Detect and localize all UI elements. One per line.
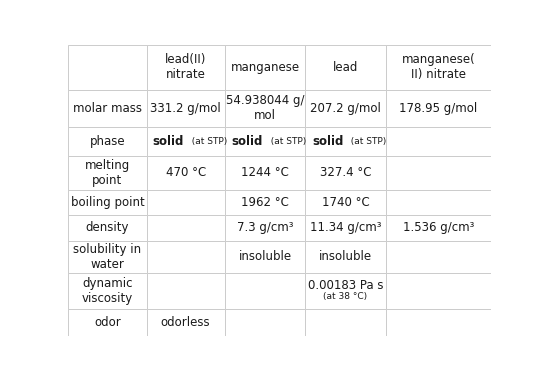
Bar	[305, 45, 385, 90]
Bar	[146, 156, 225, 190]
Text: 331.2 g/mol: 331.2 g/mol	[150, 102, 221, 115]
Bar	[225, 273, 305, 309]
Text: 1740 °C: 1740 °C	[322, 196, 369, 208]
Bar	[385, 241, 491, 273]
Text: lead(II)
nitrate: lead(II) nitrate	[165, 54, 206, 81]
Text: (at 38 °C): (at 38 °C)	[323, 292, 367, 300]
Text: insoluble: insoluble	[319, 250, 372, 263]
Text: 470 °C: 470 °C	[165, 166, 206, 179]
Text: (at STP): (at STP)	[186, 137, 227, 146]
Text: odorless: odorless	[161, 316, 211, 329]
Text: 327.4 °C: 327.4 °C	[319, 166, 371, 179]
Bar	[225, 45, 305, 90]
Bar	[385, 127, 491, 156]
Bar	[225, 190, 305, 215]
Bar	[68, 127, 146, 156]
Bar	[385, 190, 491, 215]
Bar	[385, 90, 491, 127]
Bar	[225, 156, 305, 190]
Text: 7.3 g/cm³: 7.3 g/cm³	[237, 221, 293, 234]
Bar	[225, 127, 305, 156]
Bar	[146, 127, 225, 156]
Bar	[146, 273, 225, 309]
Bar	[68, 309, 146, 336]
Bar	[385, 309, 491, 336]
Bar	[68, 156, 146, 190]
Bar	[305, 273, 385, 309]
Text: solid: solid	[152, 135, 183, 148]
Bar	[146, 309, 225, 336]
Text: (at STP): (at STP)	[346, 137, 387, 146]
Text: 1244 °C: 1244 °C	[241, 166, 289, 179]
Text: (at STP): (at STP)	[265, 137, 306, 146]
Bar	[225, 241, 305, 273]
Bar	[68, 215, 146, 241]
Text: manganese(
II) nitrate: manganese( II) nitrate	[402, 54, 476, 81]
Bar	[385, 156, 491, 190]
Bar	[146, 190, 225, 215]
Text: phase: phase	[90, 135, 125, 148]
Bar	[146, 215, 225, 241]
Text: molar mass: molar mass	[73, 102, 142, 115]
Bar	[305, 215, 385, 241]
Text: insoluble: insoluble	[239, 250, 292, 263]
Text: density: density	[86, 221, 129, 234]
Bar	[68, 45, 146, 90]
Text: 11.34 g/cm³: 11.34 g/cm³	[310, 221, 381, 234]
Bar	[68, 190, 146, 215]
Text: 207.2 g/mol: 207.2 g/mol	[310, 102, 381, 115]
Bar	[385, 273, 491, 309]
Bar	[385, 45, 491, 90]
Text: odor: odor	[94, 316, 121, 329]
Bar	[225, 90, 305, 127]
Text: boiling point: boiling point	[70, 196, 144, 208]
Bar	[305, 309, 385, 336]
Bar	[146, 90, 225, 127]
Bar	[146, 45, 225, 90]
Bar	[305, 156, 385, 190]
Text: melting
point: melting point	[85, 159, 130, 187]
Text: solubility in
water: solubility in water	[73, 243, 141, 271]
Text: dynamic
viscosity: dynamic viscosity	[82, 277, 133, 305]
Bar	[146, 241, 225, 273]
Bar	[305, 190, 385, 215]
Bar	[68, 273, 146, 309]
Text: 1962 °C: 1962 °C	[241, 196, 289, 208]
Bar	[68, 90, 146, 127]
Bar	[385, 215, 491, 241]
Text: 178.95 g/mol: 178.95 g/mol	[399, 102, 478, 115]
Text: 1.536 g/cm³: 1.536 g/cm³	[403, 221, 474, 234]
Bar	[225, 215, 305, 241]
Text: lead: lead	[333, 61, 358, 74]
Text: manganese: manganese	[230, 61, 300, 74]
Bar	[305, 127, 385, 156]
Bar	[305, 241, 385, 273]
Text: solid: solid	[312, 135, 343, 148]
Text: 54.938044 g/
mol: 54.938044 g/ mol	[225, 94, 304, 122]
Bar	[68, 241, 146, 273]
Bar	[225, 309, 305, 336]
Bar	[305, 90, 385, 127]
Text: 0.00183 Pa s: 0.00183 Pa s	[307, 279, 383, 292]
Text: solid: solid	[232, 135, 263, 148]
